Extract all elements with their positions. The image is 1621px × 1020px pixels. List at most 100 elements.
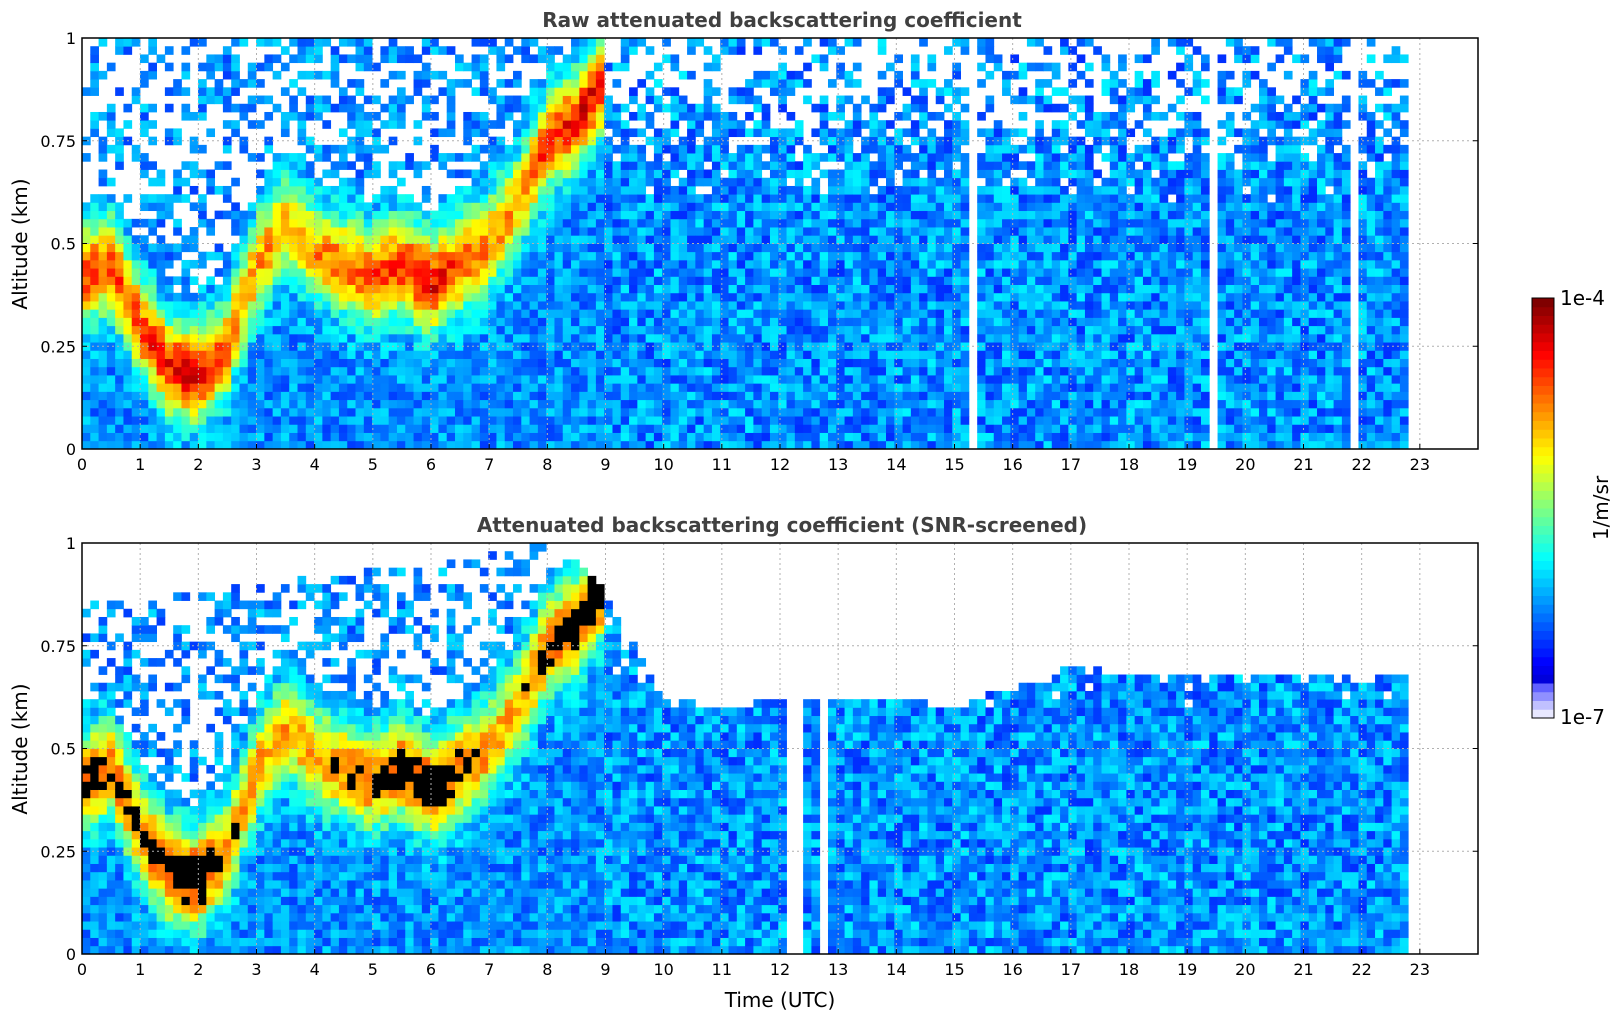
heatmap-cell <box>231 383 240 392</box>
heatmap-cell <box>720 210 729 220</box>
heatmap-cell <box>604 218 613 228</box>
heatmap-cell <box>910 375 920 384</box>
heatmap-cell <box>604 366 613 376</box>
heatmap-cell <box>206 317 216 327</box>
heatmap-cell <box>861 424 870 433</box>
heatmap-cell <box>1035 79 1044 88</box>
heatmap-cell <box>1068 95 1078 105</box>
heatmap-cell <box>546 243 555 253</box>
heatmap-cell <box>894 333 903 343</box>
heatmap-cell <box>1084 301 1094 310</box>
heatmap-cell <box>695 383 705 392</box>
heatmap-cell <box>935 153 945 162</box>
heatmap-cell <box>164 317 174 327</box>
heatmap-cell <box>1002 383 1011 392</box>
heatmap-cell <box>521 144 530 154</box>
heatmap-cell <box>745 391 754 401</box>
heatmap-cell <box>347 391 356 401</box>
heatmap-cell <box>454 235 464 244</box>
heatmap-cell <box>827 38 837 47</box>
heatmap-cell <box>711 309 721 318</box>
heatmap-cell <box>571 391 580 401</box>
heatmap-cell <box>413 333 423 343</box>
heatmap-cell <box>952 424 962 433</box>
heatmap-cell <box>819 120 829 129</box>
heatmap-cell <box>405 268 414 277</box>
heatmap-cell <box>537 111 547 121</box>
heatmap-cell <box>529 424 539 433</box>
heatmap-cell <box>761 301 771 310</box>
heatmap-cell <box>380 317 390 327</box>
heatmap-cell <box>620 284 630 294</box>
heatmap-cell <box>247 268 257 277</box>
heatmap-cell <box>562 62 572 72</box>
heatmap-cell <box>189 301 199 310</box>
heatmap-cell <box>736 325 746 335</box>
heatmap-cell <box>115 317 124 327</box>
heatmap-cell <box>305 70 315 80</box>
heatmap-cell <box>811 325 821 335</box>
heatmap-cell <box>1068 227 1078 236</box>
heatmap-cell <box>910 325 920 335</box>
heatmap-cell <box>803 301 812 310</box>
heatmap-cell <box>338 424 348 433</box>
heatmap-cell <box>140 194 149 203</box>
heatmap-cell <box>479 375 489 384</box>
heatmap-cell <box>388 432 398 442</box>
heatmap-cell <box>819 251 829 261</box>
heatmap-cell <box>595 432 605 442</box>
heatmap-cell <box>977 333 986 343</box>
heatmap-cell <box>314 399 323 409</box>
heatmap-cell <box>380 440 390 450</box>
heatmap-cell <box>198 169 207 179</box>
heatmap-cell <box>1060 227 1069 236</box>
heatmap-cell <box>115 268 124 277</box>
heatmap-cell <box>214 292 224 302</box>
heatmap-cell <box>902 177 912 187</box>
heatmap-cell <box>305 243 315 253</box>
heatmap-cell <box>430 70 439 80</box>
heatmap-cell <box>521 309 530 318</box>
heatmap-cell <box>1018 317 1028 327</box>
heatmap-cell <box>604 144 613 154</box>
heatmap-cell <box>90 317 99 327</box>
heatmap-cell <box>1076 95 1086 105</box>
heatmap-cell <box>198 391 207 401</box>
heatmap-cell <box>778 259 787 269</box>
heatmap-cell <box>595 218 605 228</box>
heatmap-cell <box>653 391 663 401</box>
heatmap-cell <box>222 333 232 343</box>
heatmap-cell <box>910 309 920 318</box>
heatmap-cell <box>720 161 729 170</box>
heatmap-cell <box>952 62 962 72</box>
heatmap-cell <box>380 407 390 417</box>
heatmap-cell <box>272 210 282 220</box>
heatmap-cell <box>355 259 365 269</box>
heatmap-cell <box>430 235 439 244</box>
heatmap-cell <box>405 161 414 170</box>
heatmap-cell <box>670 440 680 450</box>
heatmap-cell <box>115 128 124 138</box>
heatmap-cell <box>322 432 332 442</box>
heatmap-cell <box>637 276 647 285</box>
heatmap-cell <box>761 243 771 253</box>
heatmap-cell <box>910 194 920 203</box>
heatmap-cell <box>189 259 199 269</box>
heatmap-cell <box>836 424 845 433</box>
heatmap-cell <box>1051 424 1061 433</box>
heatmap-cell <box>513 416 522 425</box>
heatmap-cell <box>363 153 373 162</box>
heatmap-cell <box>571 317 580 327</box>
heatmap-cell <box>753 202 763 212</box>
heatmap-cell <box>579 111 589 121</box>
heatmap-cell <box>513 325 522 335</box>
heatmap-cell <box>156 292 166 302</box>
heatmap-cell <box>496 161 506 170</box>
heatmap-cell <box>396 111 406 121</box>
heatmap-cell <box>960 342 970 351</box>
heatmap-cell <box>645 259 655 269</box>
heatmap-cell <box>902 292 912 302</box>
heatmap-cell <box>247 103 257 113</box>
heatmap-cell <box>554 350 564 359</box>
heatmap-cell <box>314 177 323 187</box>
